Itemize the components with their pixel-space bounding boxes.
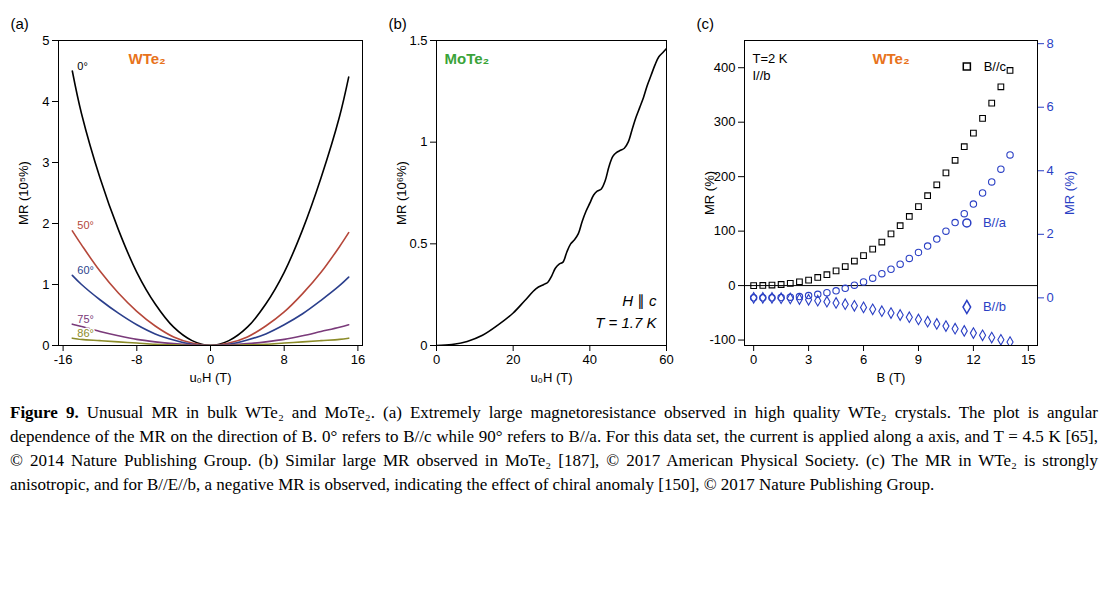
svg-text:2: 2 [42,216,49,231]
svg-text:1.5: 1.5 [409,33,427,48]
svg-text:8: 8 [281,352,288,367]
svg-text:16: 16 [351,352,365,367]
svg-text:-100: -100 [709,332,735,347]
svg-text:MoTe₂: MoTe₂ [445,50,490,67]
svg-text:4: 4 [1047,163,1054,178]
svg-text:u₀H (T): u₀H (T) [530,370,572,385]
svg-text:0.5: 0.5 [409,236,427,251]
svg-text:75°: 75° [77,313,94,325]
svg-text:I//b: I//b [753,68,771,83]
svg-text:-8: -8 [131,352,143,367]
svg-text:-16: -16 [54,352,73,367]
svg-text:T = 1.7 K: T = 1.7 K [595,314,657,331]
svg-text:0°: 0° [77,60,88,72]
svg-text:9: 9 [915,352,922,367]
svg-text:1: 1 [42,277,49,292]
svg-text:0: 0 [420,338,427,353]
svg-text:MR (%): MR (%) [702,171,717,215]
svg-text:T=2 K: T=2 K [753,51,788,66]
svg-text:12: 12 [966,352,980,367]
svg-text:50°: 50° [77,219,94,231]
svg-text:3: 3 [805,352,812,367]
svg-text:200: 200 [714,169,736,184]
svg-text:0: 0 [207,352,214,367]
svg-text:86°: 86° [77,327,94,339]
svg-text:B//c: B//c [984,59,1007,74]
svg-text:5: 5 [42,33,49,48]
svg-text:2: 2 [1047,226,1054,241]
svg-text:WTe₂: WTe₂ [129,50,166,67]
svg-text:6: 6 [1047,99,1054,114]
svg-text:MR (%): MR (%) [1062,171,1077,215]
html-text:Figure 9. Unusual MR in bulk W: Figure 9. Unusual MR in bulk WTe₂ and Mo… [10,403,1098,495]
svg-text:40: 40 [583,352,597,367]
svg-text:0: 0 [750,352,757,367]
svg-text:6: 6 [860,352,867,367]
svg-text:H ∥ c: H ∥ c [622,292,657,310]
svg-text:60: 60 [659,352,673,367]
svg-text:3: 3 [42,155,49,170]
svg-text:(a): (a) [11,15,29,32]
svg-text:(c): (c) [697,15,715,32]
svg-text:60°: 60° [77,264,94,276]
svg-text:400: 400 [714,60,736,75]
svg-text:8: 8 [1047,36,1054,51]
svg-text:(b): (b) [389,15,407,32]
svg-text:B//b: B//b [983,299,1006,314]
svg-text:0: 0 [433,352,440,367]
svg-text:WTe₂: WTe₂ [872,50,909,67]
svg-text:300: 300 [714,114,736,129]
svg-text:B (T): B (T) [877,370,906,385]
svg-text:15: 15 [1021,352,1035,367]
svg-text:20: 20 [506,352,520,367]
svg-text:100: 100 [714,223,736,238]
svg-text:0: 0 [1047,290,1054,305]
svg-text:1: 1 [420,134,427,149]
svg-text:MR (10⁶%): MR (10⁶%) [394,161,409,225]
svg-text:4: 4 [42,94,49,109]
svg-text:MR (10⁵%): MR (10⁵%) [16,161,31,225]
svg-text:0: 0 [42,338,49,353]
svg-text:u₀H (T): u₀H (T) [189,370,231,385]
svg-text:0: 0 [728,278,735,293]
svg-text:B//a: B//a [983,215,1007,230]
